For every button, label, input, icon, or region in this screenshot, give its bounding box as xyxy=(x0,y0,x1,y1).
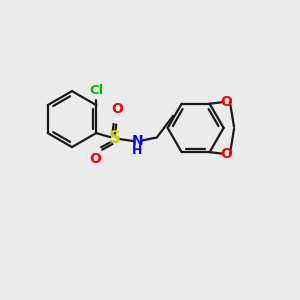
Text: N: N xyxy=(132,134,143,148)
Text: O: O xyxy=(111,102,123,116)
Text: Cl: Cl xyxy=(89,84,103,97)
Text: O: O xyxy=(89,152,101,166)
Text: O: O xyxy=(220,147,232,161)
Text: S: S xyxy=(109,129,121,147)
Text: O: O xyxy=(220,95,232,109)
Text: H: H xyxy=(132,144,142,157)
